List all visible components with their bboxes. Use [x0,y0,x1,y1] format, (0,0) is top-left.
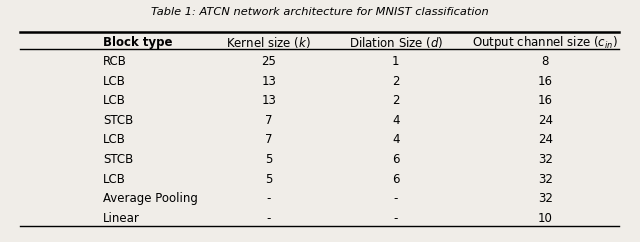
Text: Dilation Size ($d$): Dilation Size ($d$) [349,35,443,50]
Text: 32: 32 [538,173,553,186]
Text: 10: 10 [538,212,553,225]
Text: LCB: LCB [103,133,126,146]
Text: 8: 8 [541,55,549,68]
Text: LCB: LCB [103,94,126,107]
Text: 6: 6 [392,173,399,186]
Text: 25: 25 [261,55,276,68]
Text: 32: 32 [538,153,553,166]
Text: 2: 2 [392,75,399,88]
Text: 5: 5 [265,173,272,186]
Text: -: - [394,192,398,205]
Text: 24: 24 [538,133,553,146]
Text: -: - [394,212,398,225]
Text: 32: 32 [538,192,553,205]
Text: Output channel size ($c_{in}$): Output channel size ($c_{in}$) [472,34,618,51]
Text: 7: 7 [265,114,273,127]
Text: Kernel size ($k$): Kernel size ($k$) [226,35,311,50]
Text: 13: 13 [261,94,276,107]
Text: 16: 16 [538,75,553,88]
Text: Linear: Linear [103,212,140,225]
Text: Average Pooling: Average Pooling [103,192,198,205]
Text: 2: 2 [392,94,399,107]
Text: STCB: STCB [103,114,133,127]
Text: 6: 6 [392,153,399,166]
Text: 4: 4 [392,133,399,146]
Text: Table 1: ATCN network architecture for MNIST classification: Table 1: ATCN network architecture for M… [151,7,489,17]
Text: LCB: LCB [103,173,126,186]
Text: -: - [266,212,271,225]
Text: 4: 4 [392,114,399,127]
Text: 13: 13 [261,75,276,88]
Text: STCB: STCB [103,153,133,166]
Text: 1: 1 [392,55,399,68]
Text: RCB: RCB [103,55,127,68]
Text: 5: 5 [265,153,272,166]
Text: LCB: LCB [103,75,126,88]
Text: 24: 24 [538,114,553,127]
Text: 7: 7 [265,133,273,146]
Text: -: - [266,192,271,205]
Text: 16: 16 [538,94,553,107]
Text: Block type: Block type [103,36,173,49]
